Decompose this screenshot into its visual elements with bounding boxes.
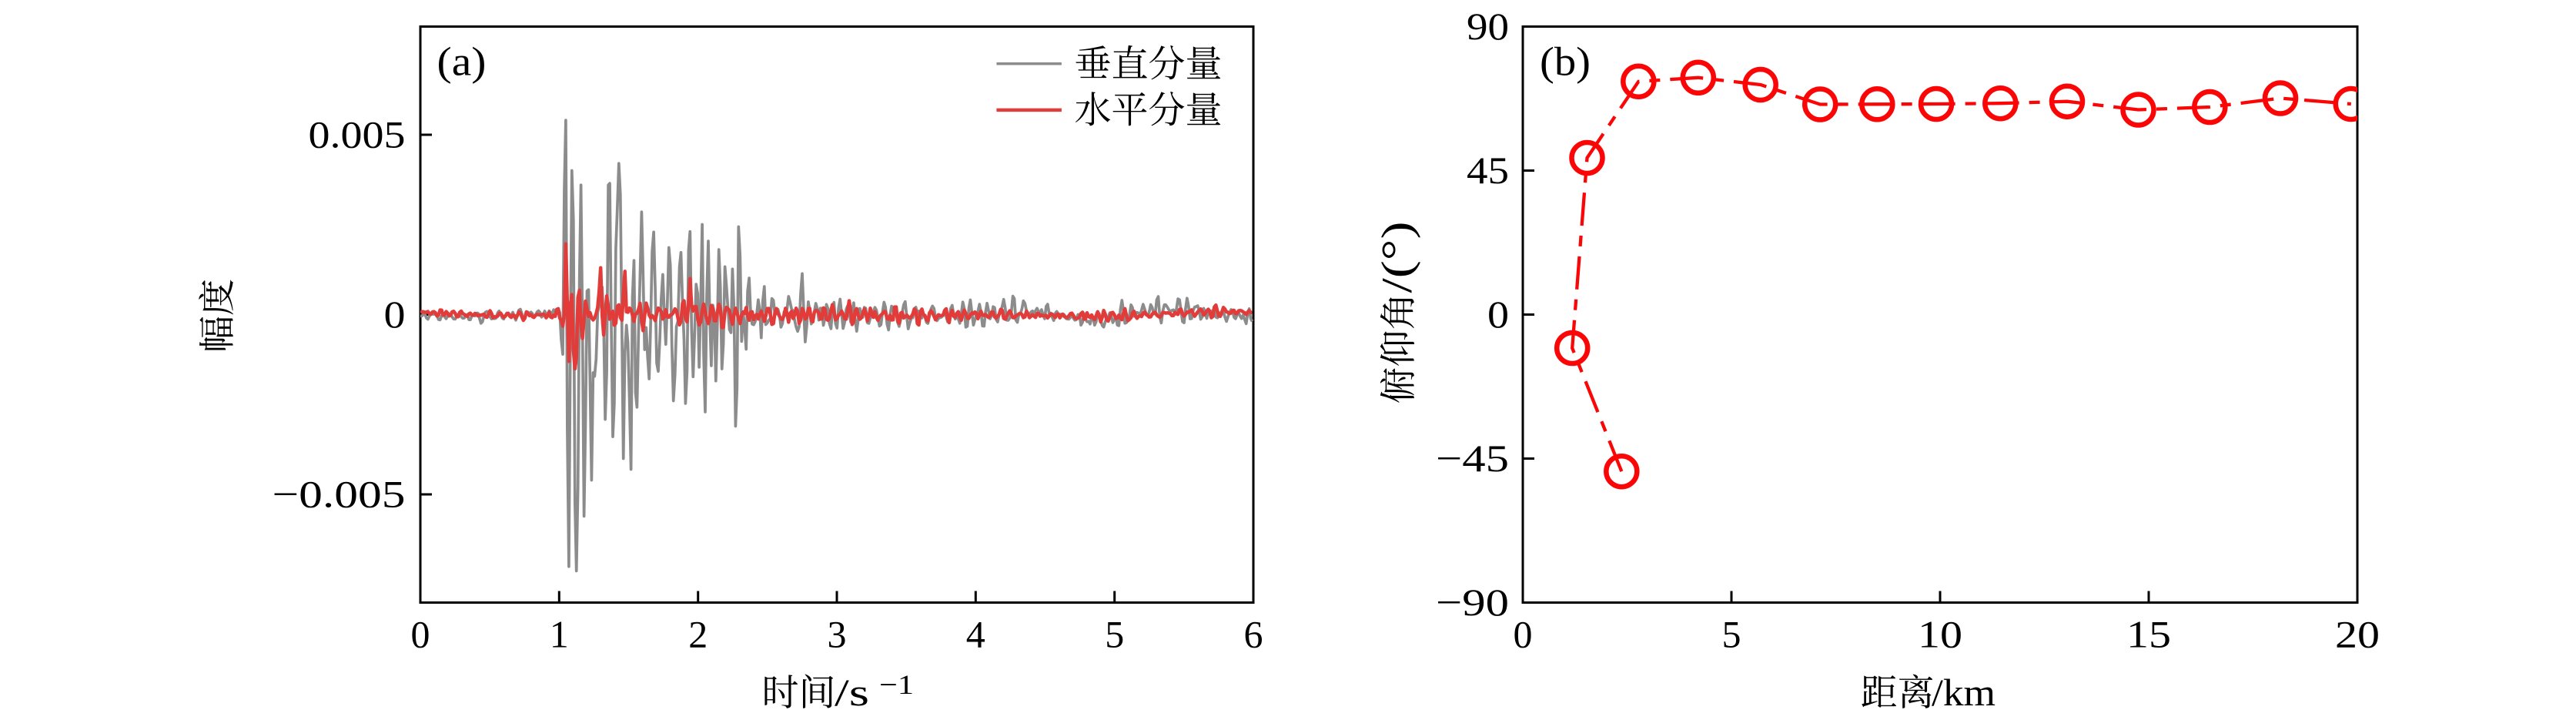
- svg-text:0: 0: [384, 293, 406, 336]
- svg-text:−45: −45: [1436, 437, 1509, 480]
- svg-text:/km: /km: [1932, 671, 1996, 714]
- svg-text:−1: −1: [879, 669, 914, 700]
- svg-text:1: 1: [550, 613, 569, 656]
- svg-text:10: 10: [1918, 613, 1962, 656]
- svg-text:4: 4: [966, 613, 985, 656]
- svg-text:/s: /s: [835, 671, 869, 714]
- svg-text:90: 90: [1467, 5, 1509, 48]
- svg-text:0: 0: [1487, 293, 1509, 336]
- svg-text:3: 3: [828, 613, 847, 656]
- svg-text:0.005: 0.005: [309, 112, 406, 156]
- svg-text:2: 2: [688, 613, 708, 656]
- svg-text:0: 0: [1514, 613, 1533, 656]
- svg-text:5: 5: [1722, 613, 1741, 656]
- svg-text:0: 0: [411, 613, 430, 656]
- svg-text:(a): (a): [437, 40, 487, 85]
- svg-text:(b): (b): [1540, 40, 1591, 85]
- svg-text:20: 20: [2335, 613, 2380, 656]
- svg-text:−90: −90: [1436, 581, 1509, 624]
- svg-text:/(°): /(°): [1373, 222, 1421, 293]
- svg-text:6: 6: [1244, 613, 1263, 656]
- svg-text:45: 45: [1467, 149, 1509, 192]
- svg-text:−0.005: −0.005: [273, 472, 406, 515]
- svg-text:15: 15: [2126, 613, 2171, 656]
- svg-text:5: 5: [1105, 613, 1124, 656]
